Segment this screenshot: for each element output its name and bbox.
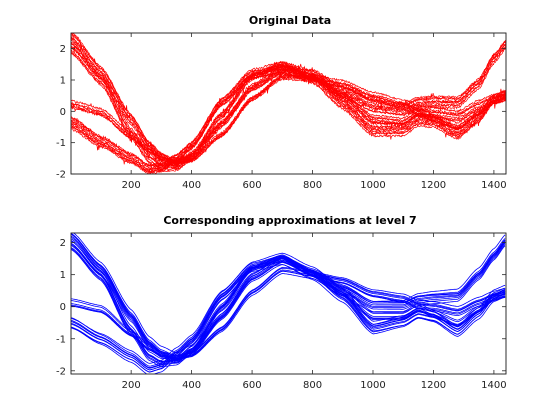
series-line xyxy=(71,240,506,363)
series-lines xyxy=(71,233,506,374)
x-tick-label: 1200 xyxy=(421,380,446,391)
y-tick-label: -1 xyxy=(56,138,66,149)
y-tick-label: 0 xyxy=(60,302,66,313)
x-tick-label: 400 xyxy=(182,180,201,191)
plot-area xyxy=(70,32,507,175)
y-tick-label: 0 xyxy=(60,107,66,118)
series-line xyxy=(71,266,506,356)
x-tick-label: 600 xyxy=(243,380,262,391)
y-tick-label: -2 xyxy=(56,170,66,181)
x-tick-label: 400 xyxy=(182,380,201,391)
x-tick-label: 200 xyxy=(122,380,141,391)
series-line xyxy=(71,249,506,368)
x-tick-label: 200 xyxy=(122,180,141,191)
y-tick-label: 2 xyxy=(60,44,66,55)
x-tick-label: 1000 xyxy=(360,180,385,191)
series-line xyxy=(71,69,506,174)
x-tick-label: 600 xyxy=(243,180,262,191)
series-line xyxy=(71,240,506,360)
series-line xyxy=(71,235,506,360)
series-line xyxy=(71,261,506,373)
x-tick-label: 1000 xyxy=(360,380,385,391)
y-tick-label: 1 xyxy=(60,76,66,87)
series-line xyxy=(71,71,506,174)
x-tick-label: 1200 xyxy=(421,180,446,191)
y-tick-label: -1 xyxy=(56,334,66,345)
series-line xyxy=(71,247,506,365)
y-tick-label: 1 xyxy=(60,270,66,281)
y-tick-label: -2 xyxy=(56,366,66,377)
bottom-subplot-title: Corresponding approximations at level 7 xyxy=(163,214,416,227)
series-line xyxy=(71,267,506,357)
bottom-subplot: Corresponding approximations at level 7 … xyxy=(56,214,507,391)
top-subplot: Original Data 200 400 600 800 1000 1200 1400 -2… xyxy=(56,14,507,191)
series-lines xyxy=(71,33,506,174)
series-line xyxy=(71,50,506,172)
series-line xyxy=(71,67,506,173)
series-line xyxy=(71,39,506,169)
x-tick-label: 1400 xyxy=(481,380,506,391)
series-line xyxy=(71,35,506,165)
plot-area xyxy=(70,232,507,375)
series-line xyxy=(71,270,506,360)
series-line xyxy=(71,242,506,362)
series-line xyxy=(71,49,506,169)
series-line xyxy=(71,73,506,164)
x-tick-label: 1400 xyxy=(481,180,506,191)
series-line xyxy=(71,42,506,164)
series-line xyxy=(71,45,506,166)
y-tick-label: 2 xyxy=(60,238,66,249)
x-tick-label: 800 xyxy=(303,180,322,191)
top-subplot-title: Original Data xyxy=(249,14,331,27)
x-tick-label: 800 xyxy=(303,380,322,391)
